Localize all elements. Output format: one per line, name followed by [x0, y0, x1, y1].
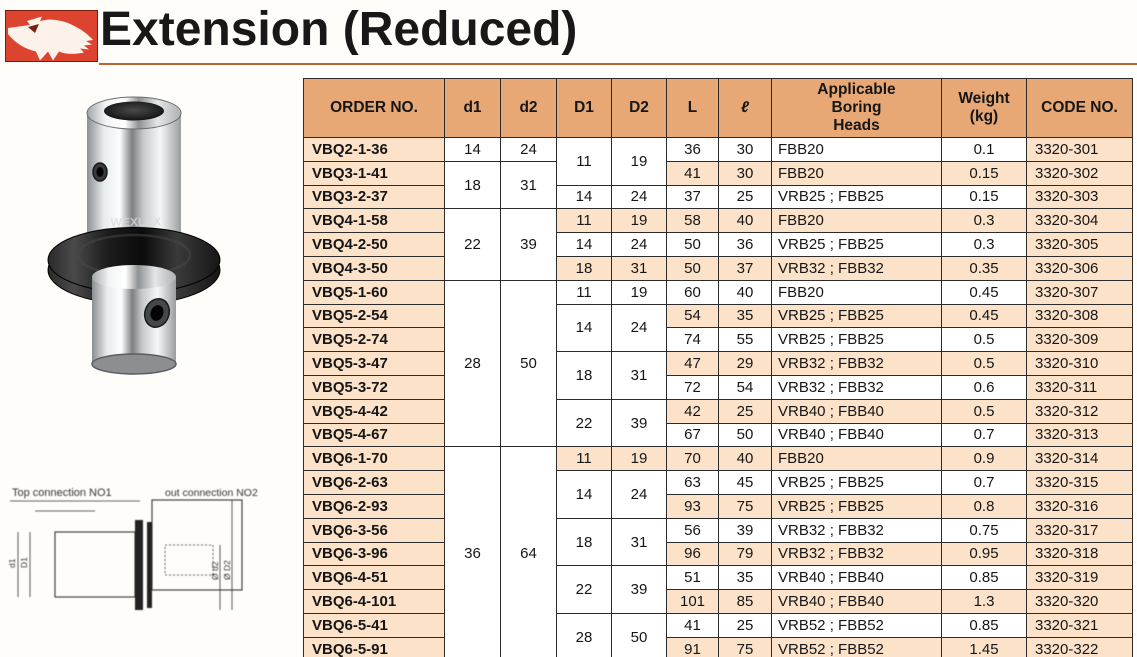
svg-text:out connection NO2: out connection NO2: [165, 487, 258, 499]
svg-text:Ø D2: Ø D2: [222, 560, 232, 580]
svg-text:Top connection NO1: Top connection NO1: [12, 487, 112, 499]
svg-text:D1: D1: [19, 557, 29, 568]
svg-text:d1: d1: [7, 558, 17, 568]
svg-text:Ø d2: Ø d2: [210, 561, 220, 580]
